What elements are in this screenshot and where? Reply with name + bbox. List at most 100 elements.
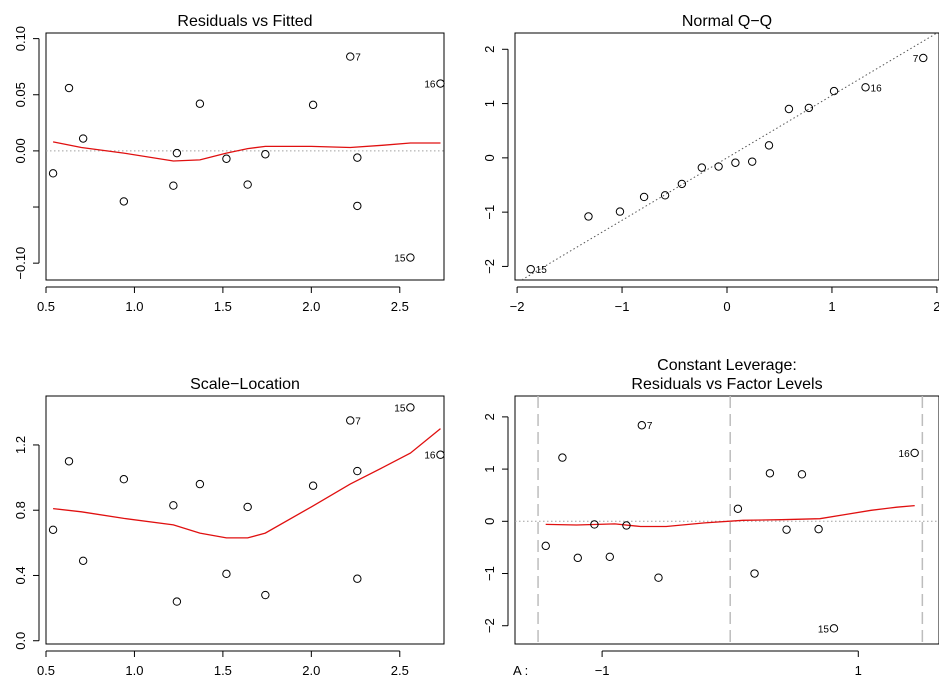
data-point (222, 569, 231, 579)
point-label: 7 (355, 416, 361, 427)
data-point (172, 597, 182, 606)
x-tick-label: 0.5 (37, 663, 55, 678)
point-label: 7 (647, 421, 653, 432)
x-axis: 0.5 1.0 1.5 2.0 2.5 (37, 286, 409, 314)
smooth-line (545, 504, 915, 528)
plot-box (45, 395, 445, 645)
qq-reference-line (520, 33, 938, 280)
data-point (782, 525, 791, 534)
y-tick-label: 0.00 (13, 138, 28, 163)
point-label: 15 (394, 254, 406, 265)
data-point (353, 153, 362, 162)
data-point (346, 416, 355, 425)
x-tick-label: 1.0 (125, 299, 143, 314)
data-point (765, 469, 775, 478)
data-point (605, 552, 614, 562)
chart-title-line: Constant Leverage: (657, 357, 797, 374)
x-tick-label: 1 (828, 299, 835, 314)
panel-sl: Scale−Location 0.5 1.0 1.5 2.0 2.5 0.0 0.4 0.8 1.… (13, 376, 445, 678)
panel-qq: Normal Q−Q −2 −1 0 1 2 −2 −1 0 1 2 15 16 7 (482, 13, 939, 314)
data-point (637, 421, 647, 430)
y-tick-label: 2 (482, 46, 497, 53)
x-tick-label: 0 (723, 299, 730, 314)
data-point (697, 163, 707, 172)
point-label: 7 (913, 54, 919, 65)
x-tick-label: 1.0 (125, 663, 143, 678)
data-point (64, 457, 74, 466)
panel-cl: Constant Leverage: Residuals vs Factor Le… (482, 357, 939, 678)
x-tick-label: 2.5 (391, 663, 409, 678)
chart-title-line: Residuals vs Factor Levels (631, 376, 822, 393)
data-point (261, 590, 270, 600)
data-point (714, 162, 723, 171)
data-point (784, 104, 794, 114)
data-point (573, 553, 582, 563)
data-point (406, 403, 415, 412)
x-tick-label: 2.0 (302, 299, 320, 314)
plot-box (514, 395, 939, 645)
data-point (764, 141, 774, 150)
data-point (797, 470, 807, 479)
plot-box (514, 32, 939, 281)
y-tick-label: 0.10 (13, 26, 28, 51)
y-tick-label: 2 (482, 413, 497, 420)
data-point (558, 453, 567, 462)
point-label: 15 (818, 624, 830, 635)
x-tick-label: 1 (855, 663, 862, 678)
chart-title: Residuals vs Fitted (177, 13, 312, 30)
data-point (353, 466, 362, 476)
y-tick-label: 0.4 (13, 566, 28, 584)
y-axis: −0.10 0.00 0.05 0.10 (13, 26, 40, 280)
data-point (48, 169, 58, 178)
x-tick-label: 2.0 (302, 663, 320, 678)
data-point (261, 150, 270, 159)
data-point (747, 157, 757, 166)
x-tick-label: 0.5 (37, 299, 55, 314)
point-label: 16 (424, 451, 436, 462)
x-tick-label: −1 (595, 663, 610, 678)
data-point (804, 103, 814, 113)
data-point (436, 450, 445, 459)
y-tick-label: 0 (482, 154, 497, 161)
y-tick-label: 1 (482, 100, 497, 107)
x-tick-label: −1 (615, 299, 630, 314)
point-label: 16 (871, 83, 883, 94)
data-point (243, 180, 252, 189)
y-tick-label: 0.0 (13, 632, 28, 650)
data-point (78, 134, 88, 143)
point-label: 16 (899, 449, 911, 460)
data-point (353, 201, 362, 211)
data-point (119, 197, 129, 206)
plot-box (45, 32, 445, 281)
data-point (195, 99, 205, 108)
data-point (195, 479, 205, 489)
chart-title: Normal Q−Q (682, 13, 772, 30)
panel-rvf: Residuals vs Fitted 0.5 1.0 1.5 2.0 2.5 −0.10 0… (13, 13, 445, 314)
data-point (731, 158, 740, 167)
data-point (78, 556, 88, 565)
data-point (48, 525, 58, 534)
data-point (814, 524, 823, 534)
data-point (919, 53, 928, 63)
y-axis: 0.0 0.4 0.8 1.2 (13, 436, 40, 650)
data-point (308, 100, 318, 110)
x-axis: 0.5 1.0 1.5 2.0 2.5 (37, 650, 409, 678)
data-point (436, 79, 445, 88)
data-point (169, 181, 178, 190)
y-axis: −2 −1 0 1 2 (482, 46, 509, 274)
data-point (660, 191, 670, 200)
data-point (590, 520, 599, 529)
data-point (172, 148, 182, 158)
point-label: 15 (536, 265, 548, 276)
data-point (353, 574, 362, 583)
y-tick-label: 0.8 (13, 501, 28, 519)
x-tick-label: 1.5 (214, 663, 232, 678)
point-label: 16 (424, 80, 436, 91)
data-point (829, 86, 839, 96)
data-point (622, 521, 631, 530)
y-tick-label: 1.2 (13, 436, 28, 454)
x-tick-label: 2 (933, 299, 939, 314)
data-point (406, 253, 415, 262)
data-point (222, 154, 231, 163)
